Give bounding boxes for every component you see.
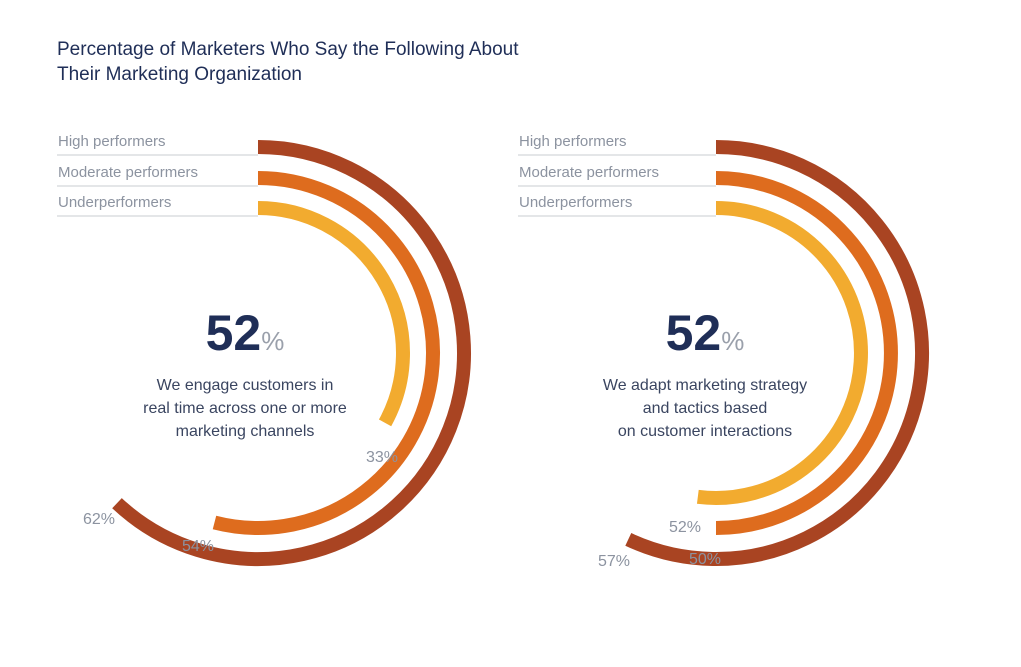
chart-title: Percentage of Marketers Who Say the Foll…: [57, 37, 677, 87]
value-label-high-1: 62%: [83, 511, 115, 528]
category-label-under-1: Underperformers: [58, 194, 171, 211]
arc-high-2: [625, 140, 929, 566]
chart-2-headline: 52% We adapt marketing strategy and tact…: [555, 306, 855, 443]
chart-title-line-1: Percentage of Marketers Who Say the Foll…: [57, 39, 519, 60]
category-label-moderate-1: Moderate performers: [58, 164, 198, 181]
chart-1-statement-line: real time across one or more: [143, 400, 347, 417]
category-label-high-2: High performers: [519, 133, 627, 150]
value-label-high-2: 57%: [598, 553, 630, 570]
chart-2-statement-line: We adapt marketing strategy: [602, 377, 808, 394]
category-label-under-2: Underperformers: [519, 194, 632, 211]
chart-2-statement: We adapt marketing strategy and tactics …: [555, 374, 855, 443]
chart-2-statement-line: and tactics based: [642, 400, 768, 417]
value-label-moderate-2: 50%: [689, 551, 721, 568]
arc-high-1: [112, 140, 471, 566]
value-label-under-1: 33%: [366, 449, 398, 466]
value-label-moderate-1: 54%: [182, 538, 214, 555]
chart-2-headline-value: 52%: [665, 305, 745, 361]
chart-1-statement-line: marketing channels: [175, 423, 315, 440]
chart-title-line-2: Their Marketing Organization: [57, 64, 302, 85]
chart-1-statement: We engage customers in real time across …: [100, 374, 390, 443]
arc-moderate-1: [212, 171, 441, 535]
chart-1-headline-value: 52%: [205, 305, 285, 361]
chart-1-headline: 52% We engage customers in real time acr…: [100, 306, 390, 443]
chart-1-statement-line: We engage customers in: [156, 377, 334, 394]
radial-chart-2: High performers 57% Moderate performers 50%…: [518, 133, 929, 570]
value-label-under-2: 52%: [669, 519, 701, 536]
arc-moderate-2: [715, 171, 898, 535]
arc-under-1: [257, 201, 410, 427]
radial-chart-1: High performers 62% Moderate performers 54%…: [57, 133, 471, 566]
arc-under-2: [696, 201, 868, 505]
category-label-high-1: High performers: [58, 133, 166, 150]
category-label-moderate-2: Moderate performers: [519, 164, 659, 181]
chart-2-statement-line: on customer interactions: [617, 423, 793, 440]
